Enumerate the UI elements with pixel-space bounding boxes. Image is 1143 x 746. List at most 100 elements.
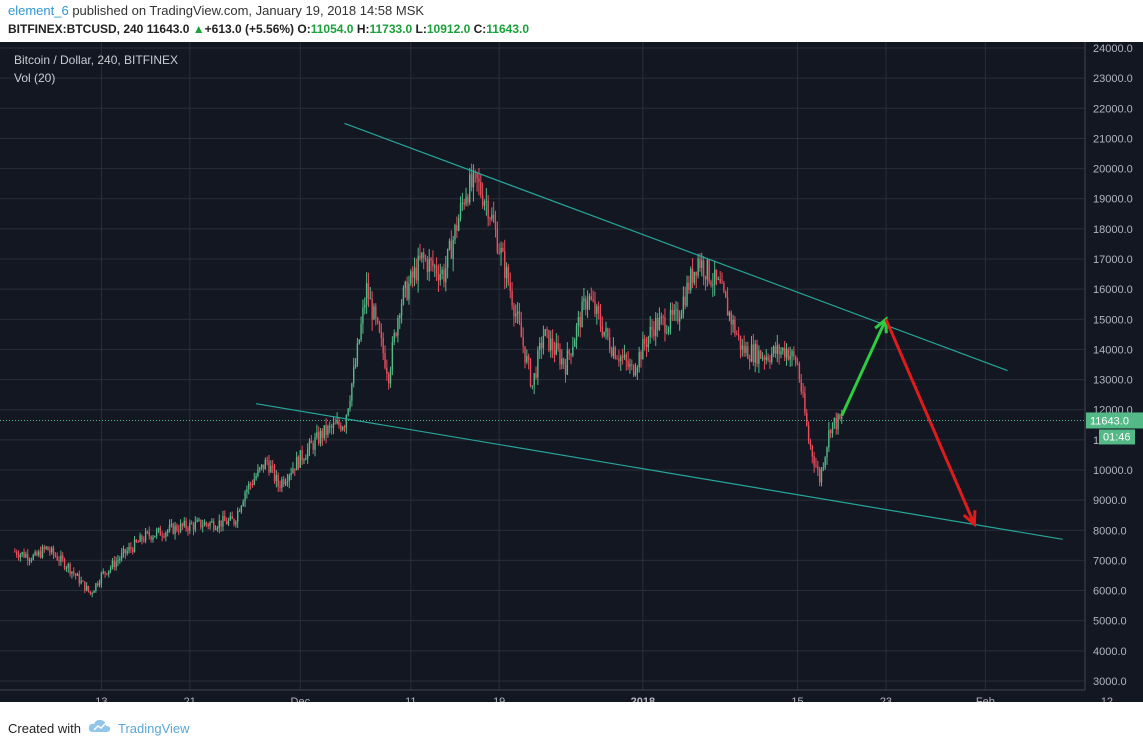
candle-body [137, 541, 139, 543]
candle-body [583, 298, 585, 302]
candle-body [610, 350, 613, 356]
candle-body [485, 200, 488, 203]
candle-body [594, 300, 596, 314]
candle-body [439, 273, 441, 281]
candle-body [511, 290, 513, 306]
candle-body [63, 559, 66, 569]
candle-body [25, 554, 27, 558]
candle-body [470, 174, 473, 188]
candle-body [688, 282, 690, 290]
candle-body [559, 349, 561, 365]
candle-body [308, 440, 311, 449]
x-tick-label: Dec [291, 696, 311, 702]
candle-body [806, 413, 808, 426]
candle-body [290, 473, 292, 476]
candle-body [774, 346, 777, 354]
candle-body [207, 524, 209, 526]
candle-body [56, 556, 58, 561]
candle-body [306, 448, 309, 459]
candle-body [266, 459, 268, 461]
candle-body [736, 333, 738, 335]
candle-body [750, 344, 753, 362]
candle-body [743, 345, 745, 353]
candle-body [678, 318, 681, 322]
candle-body [804, 393, 806, 414]
author-link[interactable]: element_6 [8, 3, 69, 18]
tradingview-brand[interactable]: TradingView [118, 721, 190, 736]
candle-body [570, 353, 572, 356]
candle-body [651, 326, 653, 330]
candle-body [115, 561, 117, 568]
candle-body [218, 520, 220, 528]
candle-body [426, 259, 429, 272]
candle-body [476, 172, 478, 179]
symbol-ohlc-line: BITFINEX:BTCUSD, 240 11643.0 ▲+613.0 (+5… [8, 22, 529, 36]
candle-body [174, 525, 176, 534]
candle-body [178, 530, 180, 532]
candle-body [248, 483, 250, 490]
published-text: published on TradingView.com, January 19… [68, 3, 425, 18]
candle-body [299, 450, 301, 468]
candle-body [828, 430, 830, 448]
candle-body [196, 520, 198, 522]
candle-body [303, 459, 305, 461]
candle-body [165, 532, 167, 537]
candle-body [259, 467, 261, 470]
candle-body [798, 364, 801, 380]
candle-body [487, 200, 489, 219]
candle-body [706, 259, 709, 280]
candle-body [533, 373, 535, 386]
candle-body [656, 318, 659, 330]
y-tick-label: 17000.0 [1093, 254, 1133, 266]
candle-body [550, 338, 552, 351]
candle-body [562, 358, 565, 365]
candle-body [249, 483, 252, 485]
candle-body [520, 322, 522, 338]
candle-body [726, 297, 729, 316]
candle-body [445, 267, 447, 283]
candle-body [399, 315, 401, 319]
candle-body [126, 550, 128, 554]
candle-body [432, 260, 434, 267]
candle-body [268, 460, 270, 473]
y-tick-label: 18000.0 [1093, 224, 1133, 236]
candle-body [820, 468, 823, 483]
y-tick-label: 4000.0 [1093, 646, 1127, 658]
candle-body [410, 271, 412, 284]
candle-body [65, 567, 68, 569]
candle-body [229, 515, 232, 521]
candle-body [830, 430, 832, 434]
candle-body [386, 367, 388, 374]
candle-body [609, 337, 611, 351]
candle-body [406, 281, 408, 300]
chart-svg[interactable]: 3000.0 4000.0 5000.0 6000.0 7000.0 8000.0 9000… [0, 42, 1143, 708]
candle-body [305, 458, 307, 460]
candle-body [360, 323, 362, 340]
candle-body [91, 592, 93, 594]
candle-body [831, 422, 834, 434]
candle-body [330, 426, 333, 428]
candle-body [246, 489, 248, 493]
candle-body [172, 523, 174, 534]
candle-body [745, 346, 747, 353]
candle-body [712, 284, 714, 286]
candle-body [159, 527, 162, 536]
candle-body [585, 298, 587, 310]
high-value: 11733.0 [369, 22, 413, 36]
candle-body [133, 539, 136, 552]
candle-body [375, 306, 377, 318]
candle-body [60, 555, 62, 562]
candle-body [213, 521, 215, 530]
candle-body [15, 551, 18, 556]
price-chart[interactable]: 3000.0 4000.0 5000.0 6000.0 7000.0 8000.0 9000… [0, 42, 1143, 708]
candle-body [371, 298, 373, 320]
candle-body [80, 580, 82, 584]
candle-body [222, 516, 224, 527]
candle-body [599, 313, 602, 327]
candle-body [669, 309, 672, 328]
candle-body [618, 358, 620, 362]
candle-body [141, 535, 143, 541]
candle-body [677, 309, 679, 322]
candle-body [231, 515, 233, 520]
candle-body [214, 529, 217, 531]
